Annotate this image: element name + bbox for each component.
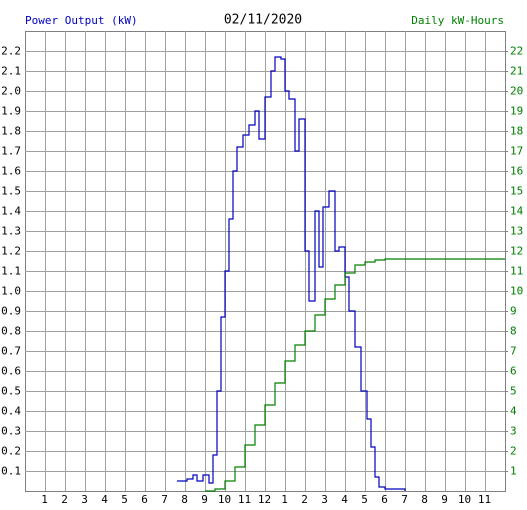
x-tick-label: 9 [201, 493, 208, 506]
y-tick-label: 1.1 [1, 265, 21, 278]
x-tick-label: 5 [361, 493, 368, 506]
y2-tick-label: 9 [510, 305, 517, 318]
y-tick-label: 0.6 [1, 365, 21, 378]
y-tick-label: 1.2 [1, 245, 21, 258]
y-tick-label: 0.3 [1, 425, 21, 438]
y2-tick-label: 11 [510, 265, 523, 278]
y-tick-label: 0.5 [1, 385, 21, 398]
y-tick-label: 1.7 [1, 145, 21, 158]
x-tick-label: 6 [141, 493, 148, 506]
y2-tick-label: 15 [510, 185, 523, 198]
y2-tick-label: 2 [510, 445, 517, 458]
y2-tick-label: 18 [510, 125, 523, 138]
series-line [177, 56, 406, 491]
x-tick-label: 1 [281, 493, 288, 506]
y-tick-label: 0.9 [1, 305, 21, 318]
y2-tick-label: 13 [510, 225, 523, 238]
x-tick-label: 10 [218, 493, 231, 506]
y-tick-label: 1.4 [1, 205, 21, 218]
y-tick-label: 0.8 [1, 325, 21, 338]
y2-tick-label: 19 [510, 105, 523, 118]
x-tick-label: 5 [121, 493, 128, 506]
y-tick-label: 1.3 [1, 225, 21, 238]
x-tick-label: 4 [341, 493, 348, 506]
y2-tick-label: 17 [510, 145, 523, 158]
y2-tick-label: 21 [510, 65, 523, 78]
y-tick-label: 2.0 [1, 85, 21, 98]
y-tick-label: 1.8 [1, 125, 21, 138]
x-tick-label: 12 [258, 493, 271, 506]
y2-tick-label: 12 [510, 245, 523, 258]
y2-tick-label: 4 [510, 405, 517, 418]
x-tick-label: 2 [301, 493, 308, 506]
x-tick-label: 3 [321, 493, 328, 506]
x-tick-label: 9 [441, 493, 448, 506]
x-tick-label: 6 [381, 493, 388, 506]
y-tick-label: 1.9 [1, 105, 21, 118]
x-tick-label: 8 [181, 493, 188, 506]
x-tick-label: 3 [81, 493, 88, 506]
y2-tick-label: 22 [510, 45, 523, 58]
y2-tick-label: 1 [510, 465, 517, 478]
x-tick-label: 2 [61, 493, 68, 506]
y-tick-label: 1.6 [1, 165, 21, 178]
y-tick-label: 0.7 [1, 345, 21, 358]
y2-tick-label: 7 [510, 345, 517, 358]
y-tick-label: 1.5 [1, 185, 21, 198]
chart-title: 02/11/2020 [224, 13, 302, 28]
y2-tick-label: 20 [510, 85, 523, 98]
x-tick-label: 7 [401, 493, 408, 506]
y-tick-label: 0.4 [1, 405, 21, 418]
y2-tick-label: 8 [510, 325, 517, 338]
y-axis-label: Power Output (kW) [25, 14, 138, 27]
y2-tick-label: 3 [510, 425, 517, 438]
y2-tick-label: 14 [510, 205, 524, 218]
x-tick-label: 8 [421, 493, 428, 506]
series-line [205, 258, 505, 492]
x-tick-label: 11 [478, 493, 491, 506]
x-tick-label: 11 [238, 493, 251, 506]
y2-tick-label: 16 [510, 165, 523, 178]
x-tick-label: 4 [101, 493, 108, 506]
y-tick-label: 1.0 [1, 285, 21, 298]
y-tick-label: 2.1 [1, 65, 21, 78]
x-tick-label: 10 [458, 493, 471, 506]
y-tick-label: 2.2 [1, 45, 21, 58]
y2-tick-label: 5 [510, 385, 517, 398]
y2-tick-label: 6 [510, 365, 517, 378]
y-tick-label: 0.1 [1, 465, 21, 478]
x-tick-label: 1 [41, 493, 48, 506]
y-tick-label: 0.2 [1, 445, 21, 458]
y2-axis-label: Daily kW-Hours [411, 14, 504, 27]
y2-tick-label: 10 [510, 285, 523, 298]
x-tick-label: 7 [161, 493, 168, 506]
